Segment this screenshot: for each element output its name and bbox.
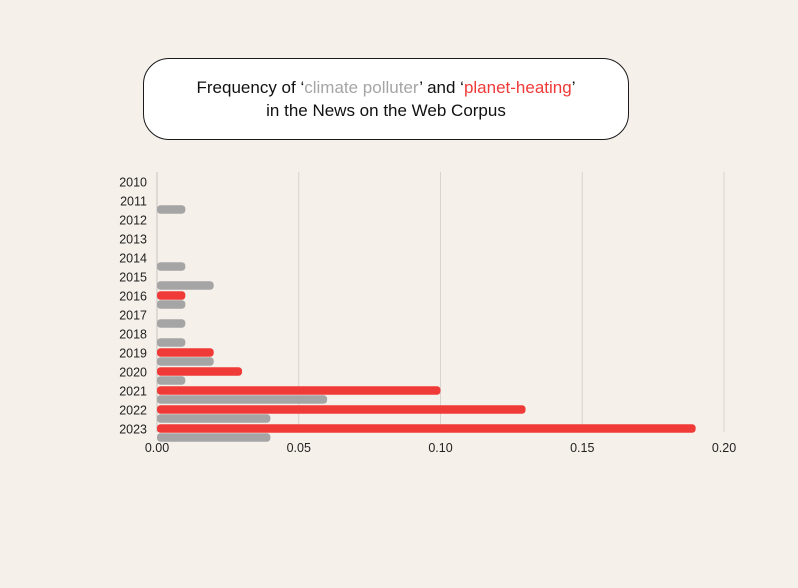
y-tick-label: 2010 xyxy=(119,176,147,190)
y-tick-label: 2023 xyxy=(119,423,147,437)
y-tick-label: 2019 xyxy=(119,347,147,361)
chart-title: Frequency of ‘climate polluter’ and ‘pla… xyxy=(196,76,576,122)
bar-planet-heating-2020 xyxy=(157,367,243,376)
y-tick-label: 2018 xyxy=(119,328,147,342)
x-axis-ticks: 0.00 0.05 0.10 0.15 0.20 xyxy=(145,441,736,455)
x-tick-label: 0.00 xyxy=(145,441,169,455)
x-tick-label: 0.20 xyxy=(712,441,736,455)
title-part-3: ’ in the News on the Web Corpus xyxy=(266,78,576,120)
y-tick-label: 2012 xyxy=(119,214,147,228)
year-labels: 2010 2011 2012 2013 2014 2015 2016 2017 2018 2019… xyxy=(119,176,147,437)
y-tick-label: 2013 xyxy=(119,233,147,247)
title-part-2: ’ and ‘ xyxy=(419,78,464,97)
bar-climate-polluter-2023 xyxy=(157,433,271,442)
y-tick-label: 2021 xyxy=(119,385,147,399)
y-tick-label: 2015 xyxy=(119,271,147,285)
bar-planet-heating-2016 xyxy=(157,291,186,300)
y-tick-label: 2011 xyxy=(120,195,147,209)
bar-planet-heating-2019 xyxy=(157,348,214,357)
bars xyxy=(157,205,696,442)
x-tick-label: 0.10 xyxy=(428,441,452,455)
y-tick-label: 2017 xyxy=(119,309,147,323)
bar-climate-polluter-2016 xyxy=(157,300,186,309)
bar-climate-polluter-2017 xyxy=(157,319,186,328)
bar-climate-polluter-2020 xyxy=(157,376,186,385)
bar-climate-polluter-2011 xyxy=(157,205,186,214)
bar-climate-polluter-2018 xyxy=(157,338,186,347)
y-tick-label: 2014 xyxy=(119,252,147,266)
title-keyword-planet-heating: planet-heating xyxy=(463,78,572,97)
y-tick-label: 2022 xyxy=(119,404,147,418)
bar-planet-heating-2021 xyxy=(157,386,441,395)
bar-climate-polluter-2019 xyxy=(157,357,214,366)
y-tick-label: 2020 xyxy=(119,366,147,380)
chart-title-box: Frequency of ‘climate polluter’ and ‘pla… xyxy=(143,58,629,140)
title-keyword-climate-polluter: climate polluter xyxy=(304,78,420,97)
bar-planet-heating-2022 xyxy=(157,405,526,414)
title-part-1: Frequency of ‘ xyxy=(196,78,305,97)
y-tick-label: 2016 xyxy=(119,290,147,304)
x-tick-label: 0.15 xyxy=(570,441,594,455)
bar-climate-polluter-2022 xyxy=(157,414,271,423)
bar-climate-polluter-2014 xyxy=(157,262,186,271)
bar-planet-heating-2023 xyxy=(157,424,696,433)
x-tick-label: 0.05 xyxy=(287,441,311,455)
bar-climate-polluter-2021 xyxy=(157,395,328,404)
bar-climate-polluter-2015 xyxy=(157,281,214,290)
